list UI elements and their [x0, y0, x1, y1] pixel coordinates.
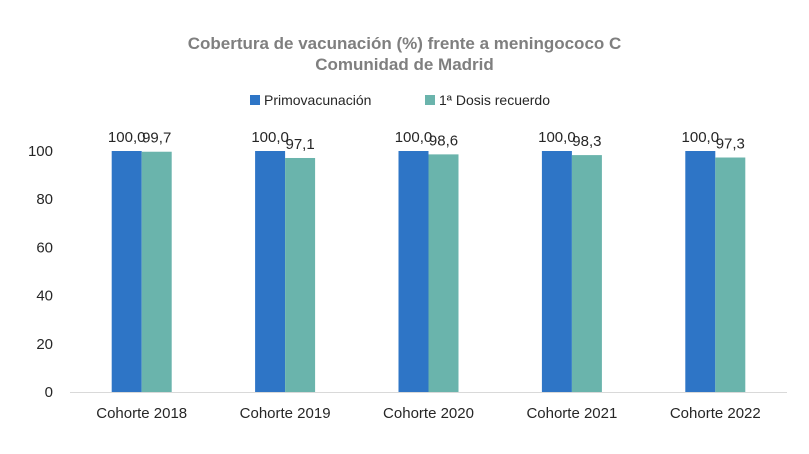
y-axis: 0 20 40 60 80 100 [28, 143, 53, 401]
x-category-label: Cohorte 2019 [240, 405, 331, 422]
y-tick-label: 100 [28, 143, 53, 160]
data-label: 97,3 [716, 136, 745, 153]
data-label: 98,6 [429, 132, 458, 149]
chart-title: Cobertura de vacunación (%) frente a men… [188, 34, 622, 53]
data-label: 100,0 [538, 129, 576, 146]
x-category-label: Cohorte 2022 [670, 405, 761, 422]
data-label: 99,7 [142, 130, 171, 147]
bar-dosis-recuerdo [141, 151, 172, 392]
legend-swatch-primovacunacion [250, 95, 260, 105]
legend-swatch-dosis-recuerdo [425, 95, 435, 105]
bars [111, 151, 746, 392]
bar-dosis-recuerdo [571, 155, 602, 392]
data-label: 97,1 [285, 136, 314, 153]
bar-dosis-recuerdo [285, 157, 316, 392]
bar-primovacunacion [398, 151, 429, 392]
y-tick-label: 20 [36, 336, 53, 353]
y-tick-label: 80 [36, 191, 53, 208]
data-label: 100,0 [251, 129, 289, 146]
data-label: 98,3 [572, 133, 601, 150]
chart-subtitle: Comunidad de Madrid [315, 55, 494, 74]
data-labels: 100,099,7 100,097,1 100,098,6 100,098,3 100,… [108, 129, 745, 153]
bar-primovacunacion [255, 151, 286, 392]
y-tick-label: 0 [45, 384, 53, 401]
bar-primovacunacion [111, 151, 142, 392]
bar-primovacunacion [541, 151, 572, 392]
category-labels: Cohorte 2018 Cohorte 2019 Cohorte 2020 Coho… [96, 405, 761, 422]
x-category-label: Cohorte 2018 [96, 405, 187, 422]
x-category-label: Cohorte 2020 [383, 405, 474, 422]
legend-label-primovacunacion: Primovacunación [264, 92, 371, 108]
data-label: 100,0 [682, 129, 720, 146]
bar-primovacunacion [685, 151, 716, 392]
bar-dosis-recuerdo [715, 157, 746, 392]
data-label: 100,0 [395, 129, 433, 146]
bar-dosis-recuerdo [428, 154, 459, 392]
legend: Primovacunación 1ª Dosis recuerdo [250, 92, 550, 108]
y-tick-label: 40 [36, 288, 53, 305]
legend-label-dosis-recuerdo: 1ª Dosis recuerdo [439, 92, 550, 108]
x-category-label: Cohorte 2021 [526, 405, 617, 422]
y-tick-label: 60 [36, 239, 53, 256]
data-label: 100,0 [108, 129, 146, 146]
